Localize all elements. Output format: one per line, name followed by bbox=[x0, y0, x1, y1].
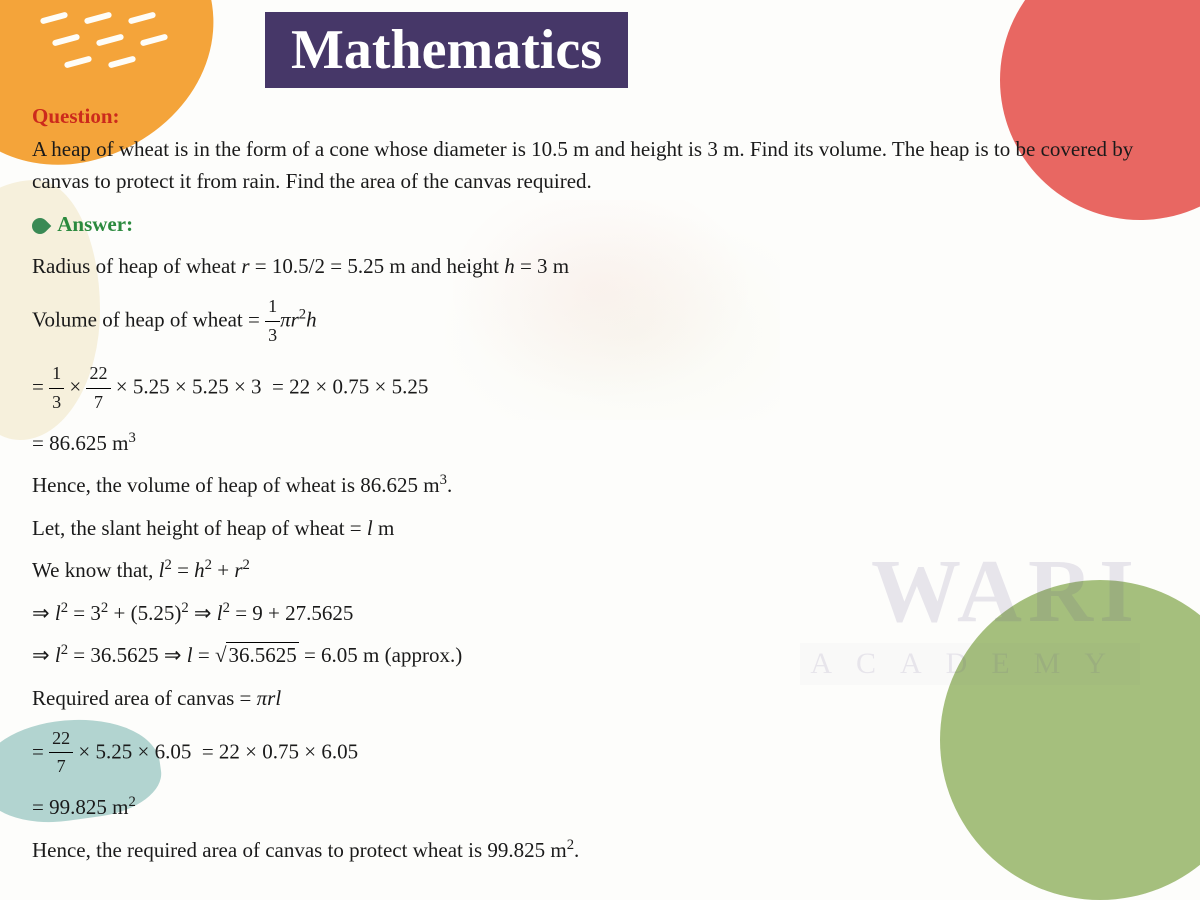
l-calc-1: ⇒ l2 = 32 + (5.25)2 ⇒ l2 = 9 + 27.5625 bbox=[32, 597, 1160, 630]
volume-formula: Volume of heap of wheat = 13πr2h bbox=[32, 293, 1160, 350]
leaf-icon bbox=[29, 215, 52, 238]
volume-result: = 86.625 m3 bbox=[32, 427, 1160, 460]
question-label: Question: bbox=[32, 104, 120, 128]
canvas-hence: Hence, the required area of canvas to pr… bbox=[32, 834, 1160, 867]
answer-label: Answer: bbox=[57, 212, 133, 236]
page-title: Mathematics bbox=[265, 12, 628, 88]
canvas-result: = 99.825 m2 bbox=[32, 791, 1160, 824]
volume-hence: Hence, the volume of heap of wheat is 86… bbox=[32, 469, 1160, 502]
slant-let: Let, the slant height of heap of wheat =… bbox=[32, 512, 1160, 545]
canvas-calc: = 227 × 5.25 × 6.05 = 22 × 0.75 × 6.05 bbox=[32, 725, 1160, 782]
question-text: A heap of wheat is in the form of a cone… bbox=[32, 137, 1133, 194]
volume-calc: = 13 × 227 × 5.25 × 5.25 × 3 = 22 × 0.75… bbox=[32, 360, 1160, 417]
radius-line: Radius of heap of wheat r = 10.5/2 = 5.2… bbox=[32, 250, 1160, 283]
pythagoras: We know that, l2 = h2 + r2 bbox=[32, 554, 1160, 587]
l-calc-2: ⇒ l2 = 36.5625 ⇒ l = 36.5625 = 6.05 m (a… bbox=[32, 639, 1160, 672]
canvas-formula: Required area of canvas = πrl bbox=[32, 682, 1160, 715]
content-area: Question: A heap of wheat is in the form… bbox=[32, 100, 1160, 877]
